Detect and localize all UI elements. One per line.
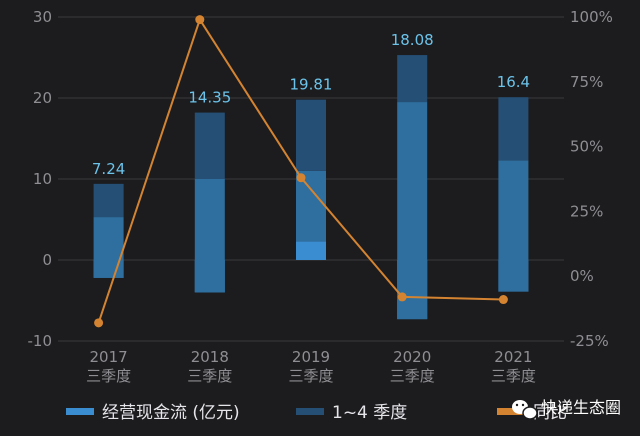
legend-swatch-quarters (296, 408, 324, 415)
yoy-point (498, 295, 508, 305)
legend-label-yoy: 同比 (533, 403, 567, 423)
bar-segment (194, 179, 225, 293)
data-label: 16.4 (497, 73, 530, 91)
yoy-point (296, 173, 306, 183)
bar-segment (397, 102, 428, 320)
y-right-tick-label: -25% (570, 332, 609, 350)
legend: 经营现金流 (亿元) 1~4 季度 同比 (66, 403, 567, 423)
data-label: 18.08 (391, 31, 434, 49)
x-tick-label: 2019 三季度 (288, 348, 333, 385)
yoy-point (397, 292, 407, 302)
axes: 30 20 10 0 -10 100% 75% 50% 25% 0% -25% 2017 三季度 2018… (28, 8, 613, 385)
bar-segment (93, 217, 124, 278)
x-tick-label: 2017 三季度 (86, 348, 131, 385)
watermark-text: 快递生态圈 (541, 398, 621, 417)
yoy-point (94, 318, 104, 328)
data-label: 7.24 (92, 160, 125, 178)
legend-swatch-yoy (497, 408, 525, 415)
bar-segment (296, 241, 326, 260)
wechat-icon (512, 400, 538, 420)
bar-segment (194, 112, 225, 179)
bar-segment (498, 160, 529, 292)
x-tick-label: 2021 三季度 (491, 348, 536, 385)
y-right-tick-label: 100% (570, 8, 613, 26)
y-left-tick-label: 20 (33, 89, 52, 107)
y-right-tick-label: 0% (570, 267, 594, 285)
y-right-tick-label: 75% (570, 73, 603, 91)
y-left-tick-label: 30 (33, 8, 52, 26)
y-left-tick-label: -10 (28, 332, 53, 350)
y-right-tick-label: 25% (570, 202, 603, 220)
x-tick-label: 2018 三季度 (187, 348, 232, 385)
bar-segment (498, 97, 529, 161)
bars (93, 55, 529, 320)
legend-label-quarters: 1~4 季度 (332, 403, 407, 423)
data-labels: 7.24 14.35 19.81 18.08 16.4 (92, 31, 530, 178)
bar-segment (296, 170, 326, 242)
bar-segment (296, 99, 326, 171)
bar-segment (397, 55, 428, 103)
data-label: 19.81 (290, 76, 333, 94)
legend-swatch-cashflow (66, 408, 94, 415)
y-left-tick-label: 0 (42, 251, 52, 269)
y-left-tick-label: 10 (33, 170, 52, 188)
yoy-point (195, 15, 205, 25)
y-right-tick-label: 50% (570, 138, 603, 156)
bar-segment (93, 183, 124, 218)
data-label: 14.35 (188, 89, 231, 107)
yoy-line (94, 15, 508, 328)
x-tick-label: 2020 三季度 (390, 348, 435, 385)
legend-label-cashflow: 经营现金流 (亿元) (102, 403, 240, 423)
watermark: 快递生态圈 (512, 398, 621, 420)
